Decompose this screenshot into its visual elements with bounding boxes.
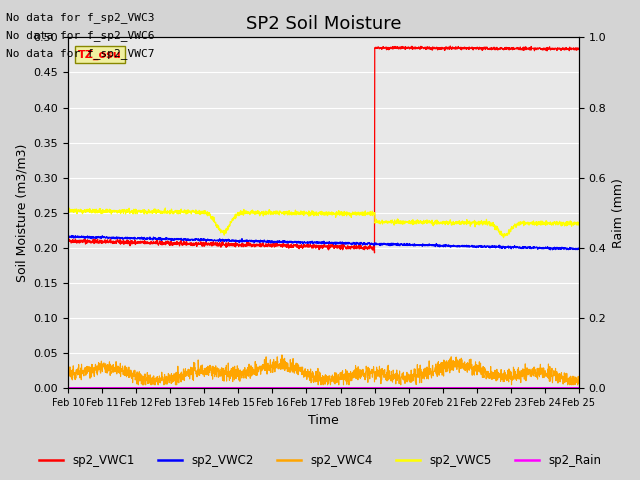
sp2_VWC2 <box>68 233 76 239</box>
sp2_VWC1 <box>531 46 538 51</box>
Line: sp2_VWC4: sp2_VWC4 <box>68 355 579 385</box>
sp2_VWC2 <box>530 244 538 250</box>
sp2_VWC5 <box>338 209 346 215</box>
sp2_VWC4 <box>531 370 538 376</box>
Legend: sp2_VWC1, sp2_VWC2, sp2_VWC4, sp2_VWC5, sp2_Rain: sp2_VWC1, sp2_VWC2, sp2_VWC4, sp2_VWC5, … <box>34 449 606 472</box>
sp2_VWC2 <box>472 244 479 250</box>
sp2_VWC1 <box>64 238 72 243</box>
sp2_VWC4 <box>278 352 286 358</box>
Line: sp2_VWC1: sp2_VWC1 <box>68 46 579 253</box>
Line: sp2_VWC2: sp2_VWC2 <box>68 236 579 250</box>
sp2_VWC4 <box>472 367 480 372</box>
sp2_VWC4 <box>134 382 142 388</box>
sp2_VWC4 <box>64 370 72 376</box>
sp2_VWC2 <box>338 240 346 245</box>
sp2_VWC4 <box>349 368 357 374</box>
sp2_Rain <box>64 385 72 391</box>
sp2_VWC1 <box>446 43 454 49</box>
Y-axis label: Soil Moisture (m3/m3): Soil Moisture (m3/m3) <box>15 144 28 282</box>
sp2_VWC5 <box>472 221 479 227</box>
sp2_Rain <box>349 385 357 391</box>
sp2_Rain <box>575 385 583 391</box>
sp2_VWC5 <box>500 235 508 240</box>
sp2_Rain <box>338 385 346 391</box>
sp2_VWC2 <box>64 234 72 240</box>
sp2_VWC1 <box>349 244 357 250</box>
sp2_VWC5 <box>545 220 552 226</box>
sp2_VWC5 <box>161 205 169 211</box>
sp2_VWC1 <box>338 242 346 248</box>
sp2_VWC5 <box>531 222 538 228</box>
sp2_Rain <box>207 385 214 391</box>
sp2_VWC2 <box>207 238 214 243</box>
sp2_VWC5 <box>207 214 214 219</box>
sp2_Rain <box>472 385 479 391</box>
Y-axis label: Raim (mm): Raim (mm) <box>612 178 625 248</box>
sp2_VWC4 <box>545 361 552 367</box>
sp2_VWC1 <box>472 46 480 52</box>
Text: No data for f_sp2_VWC7: No data for f_sp2_VWC7 <box>6 48 155 60</box>
sp2_VWC5 <box>575 221 583 227</box>
sp2_VWC2 <box>349 240 357 245</box>
sp2_VWC1 <box>575 46 583 51</box>
sp2_VWC2 <box>545 245 552 251</box>
sp2_VWC4 <box>207 363 214 369</box>
sp2_VWC1 <box>545 45 552 51</box>
sp2_VWC4 <box>575 376 583 382</box>
sp2_Rain <box>530 385 538 391</box>
X-axis label: Time: Time <box>308 414 339 427</box>
sp2_VWC2 <box>575 246 583 252</box>
Text: No data for f_sp2_VWC3: No data for f_sp2_VWC3 <box>6 12 155 23</box>
Line: sp2_VWC5: sp2_VWC5 <box>68 208 579 238</box>
sp2_VWC5 <box>64 207 72 213</box>
sp2_Rain <box>544 385 552 391</box>
sp2_VWC1 <box>371 250 378 256</box>
sp2_VWC1 <box>207 240 214 246</box>
sp2_VWC2 <box>547 247 554 252</box>
Title: SP2 Soil Moisture: SP2 Soil Moisture <box>246 15 401 33</box>
Text: TZ_osu: TZ_osu <box>78 49 122 60</box>
Text: No data for f_sp2_VWC6: No data for f_sp2_VWC6 <box>6 30 155 41</box>
sp2_VWC5 <box>349 210 357 216</box>
sp2_VWC4 <box>339 371 346 377</box>
